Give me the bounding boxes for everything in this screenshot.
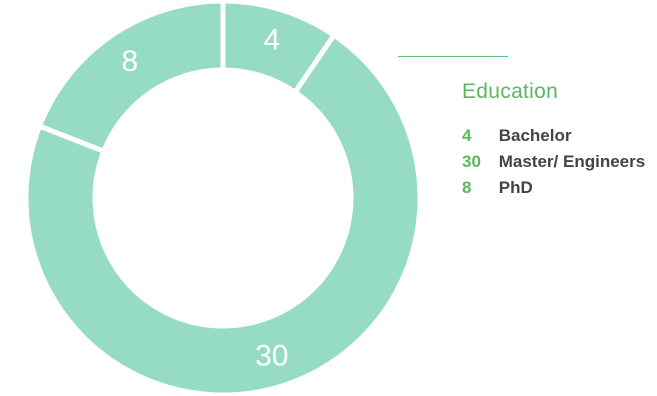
slice-value-label-phd: 8	[121, 45, 138, 78]
donut-slice-phd	[36, 0, 226, 155]
slice-value-label-bachelor: 4	[263, 23, 280, 56]
legend-value: 4	[462, 126, 472, 145]
donut-slice-master	[23, 31, 420, 396]
legend-divider	[398, 56, 508, 57]
legend-label: Bachelor	[498, 126, 572, 145]
legend-item-phd: 8 PhD	[462, 175, 645, 201]
legend: 4 Bachelor 30 Master/ Engineers 8 PhD	[462, 123, 645, 201]
legend-item-master: 30 Master/ Engineers	[462, 149, 645, 175]
legend-label: Master/ Engineers	[498, 152, 646, 171]
legend-title: Education	[462, 80, 559, 103]
slice-value-label-master: 30	[255, 340, 288, 373]
legend-value: 30	[462, 152, 481, 171]
donut-chart: 4 30 8	[23, 0, 420, 396]
legend-label: PhD	[498, 178, 533, 197]
legend-value: 8	[462, 178, 472, 197]
legend-item-bachelor: 4 Bachelor	[462, 123, 645, 149]
